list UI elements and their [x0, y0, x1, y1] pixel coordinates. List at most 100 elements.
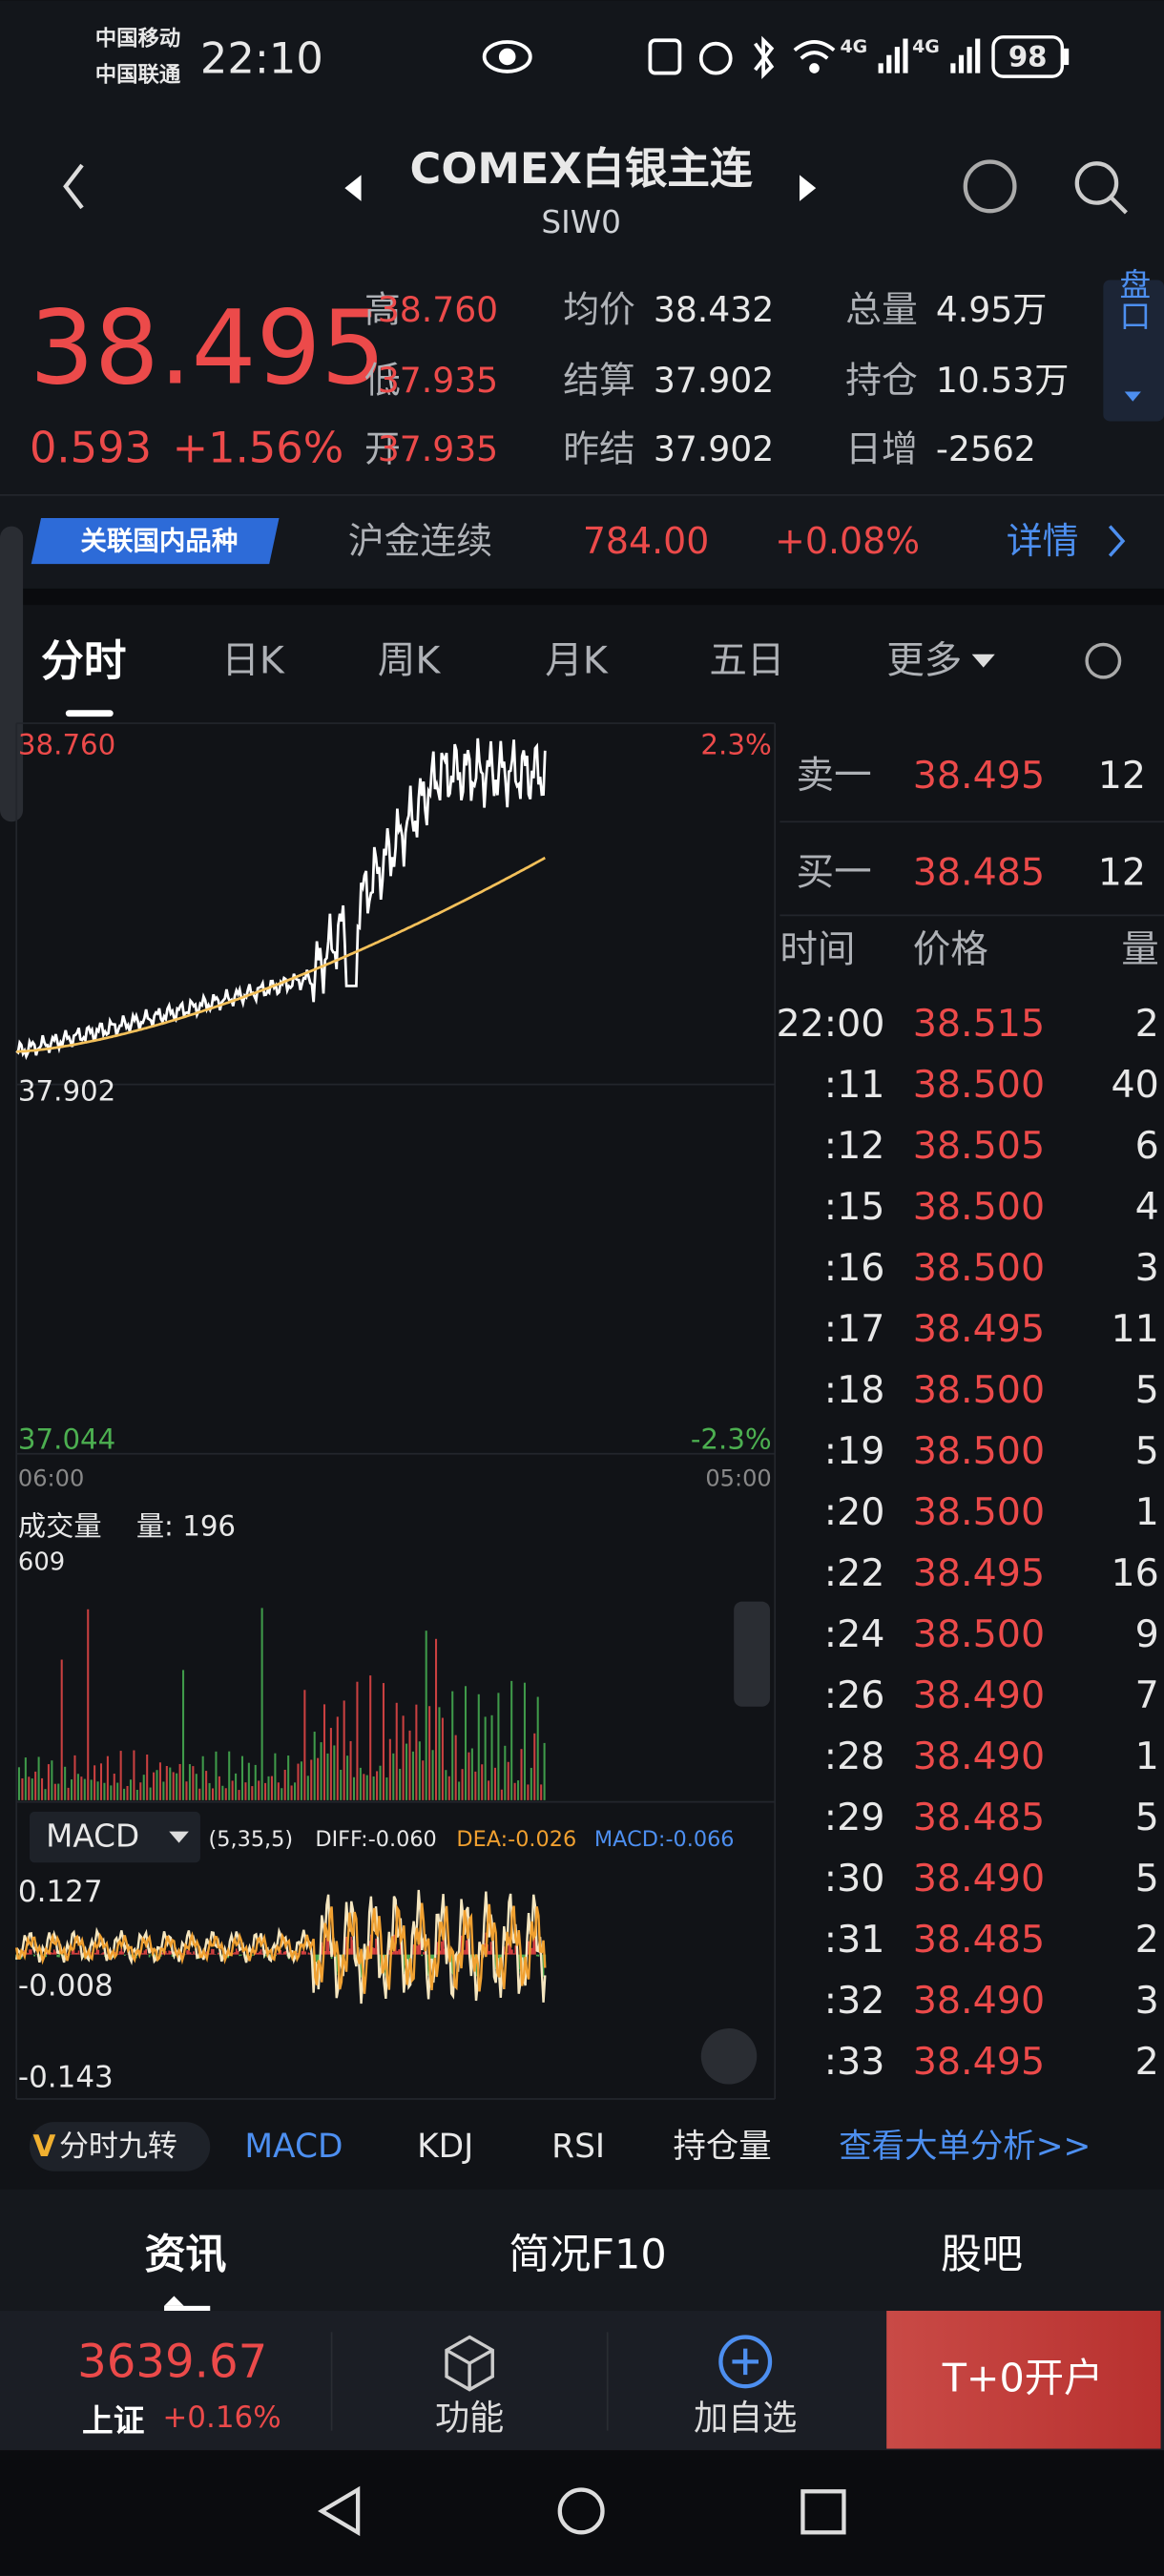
- side-tab[interactable]: [1103, 280, 1164, 422]
- chart-tab[interactable]: 更多: [886, 639, 962, 683]
- collapse-handle[interactable]: [734, 1601, 771, 1707]
- bottom-tab[interactable]: 股吧: [941, 2232, 1023, 2279]
- function-label[interactable]: 功能: [435, 2397, 504, 2438]
- volume-bar: [221, 1785, 224, 1800]
- chart-tab[interactable]: 分时: [41, 635, 126, 686]
- trade-time: :17: [824, 1307, 885, 1351]
- function-icon[interactable]: [445, 2335, 494, 2392]
- average-line: [16, 856, 546, 1053]
- more-arrow[interactable]: [971, 654, 995, 668]
- volume-bar: [60, 1659, 63, 1800]
- side-tab-label[interactable]: 盘口: [1114, 268, 1151, 331]
- volume-bar: [507, 1761, 509, 1800]
- axis-start-time: 06:00: [18, 1465, 84, 1492]
- trade-qty: 40: [1111, 1063, 1158, 1107]
- cta-label[interactable]: T+0开户: [942, 2356, 1104, 2401]
- volume-bar: [431, 1750, 434, 1800]
- volume-bar: [488, 1780, 490, 1800]
- cta-button[interactable]: [886, 2311, 1161, 2449]
- chart-drawing: [15, 737, 547, 2005]
- volume-bar: [454, 1735, 457, 1800]
- indicator[interactable]: 持仓量: [674, 2128, 772, 2166]
- trade-price: 38.490: [913, 1857, 1045, 1901]
- book-label: 卖一: [797, 754, 872, 798]
- settings-button[interactable]: [1085, 642, 1122, 679]
- bottom-tab[interactable]: 资讯: [144, 2232, 226, 2279]
- add-watch-label[interactable]: 加自选: [694, 2397, 797, 2438]
- chart-tab[interactable]: 五日: [709, 639, 784, 683]
- stat-label: 持仓: [845, 359, 918, 401]
- volume-bar: [320, 1742, 322, 1800]
- volume-bar: [313, 1732, 316, 1800]
- volume-bar: [73, 1755, 76, 1800]
- volume-bar: [94, 1765, 96, 1800]
- chart-tab[interactable]: 日K: [221, 639, 285, 683]
- index-pct: +0.16%: [162, 2400, 281, 2435]
- volume-bar: [287, 1755, 290, 1800]
- expand-button[interactable]: [700, 2028, 758, 2085]
- volume-bar: [178, 1763, 181, 1800]
- big-order-link[interactable]: 查看大单分析>>: [839, 2128, 1091, 2166]
- stat-label: 开: [364, 428, 401, 470]
- macd-dea: DEA:-0.026: [456, 1827, 576, 1852]
- trade-time: :26: [824, 1673, 885, 1717]
- volume-bar: [244, 1782, 247, 1800]
- volume-bar: [258, 1780, 260, 1800]
- volume-bar: [500, 1789, 503, 1800]
- stat-label: 昨结: [563, 428, 635, 470]
- volume-bar: [317, 1757, 320, 1800]
- volume-bar: [228, 1751, 231, 1800]
- nav-buttons[interactable]: [318, 2485, 846, 2537]
- indicator[interactable]: MACD: [244, 2128, 343, 2166]
- volume-bar: [415, 1704, 418, 1800]
- next-arrow[interactable]: [799, 175, 817, 201]
- battery-tip: [1064, 48, 1070, 66]
- volume-bar: [119, 1751, 122, 1800]
- volume-bar: [352, 1776, 356, 1800]
- trade-qty: 16: [1111, 1551, 1158, 1595]
- prev-arrow[interactable]: [344, 175, 362, 201]
- refresh-button[interactable]: [963, 159, 1017, 214]
- trade-price: 38.500: [913, 1368, 1045, 1412]
- macd-selector[interactable]: [29, 1811, 200, 1863]
- volume-bar: [133, 1750, 135, 1800]
- bottom-tab[interactable]: 简况F10: [509, 2232, 666, 2279]
- volume-bar: [372, 1776, 375, 1800]
- tab-underline: [65, 710, 114, 717]
- volume-bar: [96, 1781, 99, 1800]
- volume-current: 量: 196: [136, 1510, 236, 1543]
- trade-qty: 11: [1111, 1307, 1158, 1351]
- volume-bar: [349, 1740, 352, 1800]
- chart-tab[interactable]: 周K: [378, 639, 442, 683]
- macd-name[interactable]: MACD: [46, 1818, 139, 1855]
- stat-value: 38.432: [654, 289, 774, 330]
- macd-value: MACD:-0.066: [594, 1827, 735, 1852]
- trade-price: 38.500: [913, 1063, 1045, 1107]
- badge-label[interactable]: 分时九转: [59, 2129, 177, 2164]
- volume-bar: [461, 1769, 464, 1800]
- add-watch-icon[interactable]: [718, 2335, 773, 2389]
- related-link-arrow[interactable]: [1108, 525, 1126, 557]
- trade-price: 38.500: [913, 1246, 1045, 1290]
- side-tab-arrow: [1124, 391, 1141, 402]
- volume-bar: [238, 1790, 240, 1800]
- price-change: 0.593: [30, 422, 152, 472]
- indicator[interactable]: RSI: [551, 2128, 605, 2166]
- volume-bar: [113, 1774, 115, 1800]
- stat-label: 均价: [563, 288, 635, 330]
- trade-time: :19: [824, 1429, 885, 1473]
- bottom-tabs-bg: [0, 2189, 1164, 2312]
- badge-icon: V: [32, 2129, 55, 2164]
- related-link[interactable]: 详情: [1007, 520, 1079, 562]
- volume-max: 609: [18, 1548, 65, 1576]
- trade-price: 38.495: [913, 1307, 1045, 1351]
- volume-bar: [281, 1788, 283, 1800]
- chart-tab[interactable]: 月K: [545, 639, 609, 683]
- search-button[interactable]: [1074, 161, 1128, 215]
- stat-value: 4.95万: [936, 289, 1048, 330]
- trade-time: :30: [824, 1857, 885, 1901]
- trade-time: :31: [824, 1918, 885, 1962]
- volume-bar: [51, 1760, 53, 1800]
- indicator[interactable]: KDJ: [417, 2128, 473, 2166]
- back-button[interactable]: [63, 163, 84, 210]
